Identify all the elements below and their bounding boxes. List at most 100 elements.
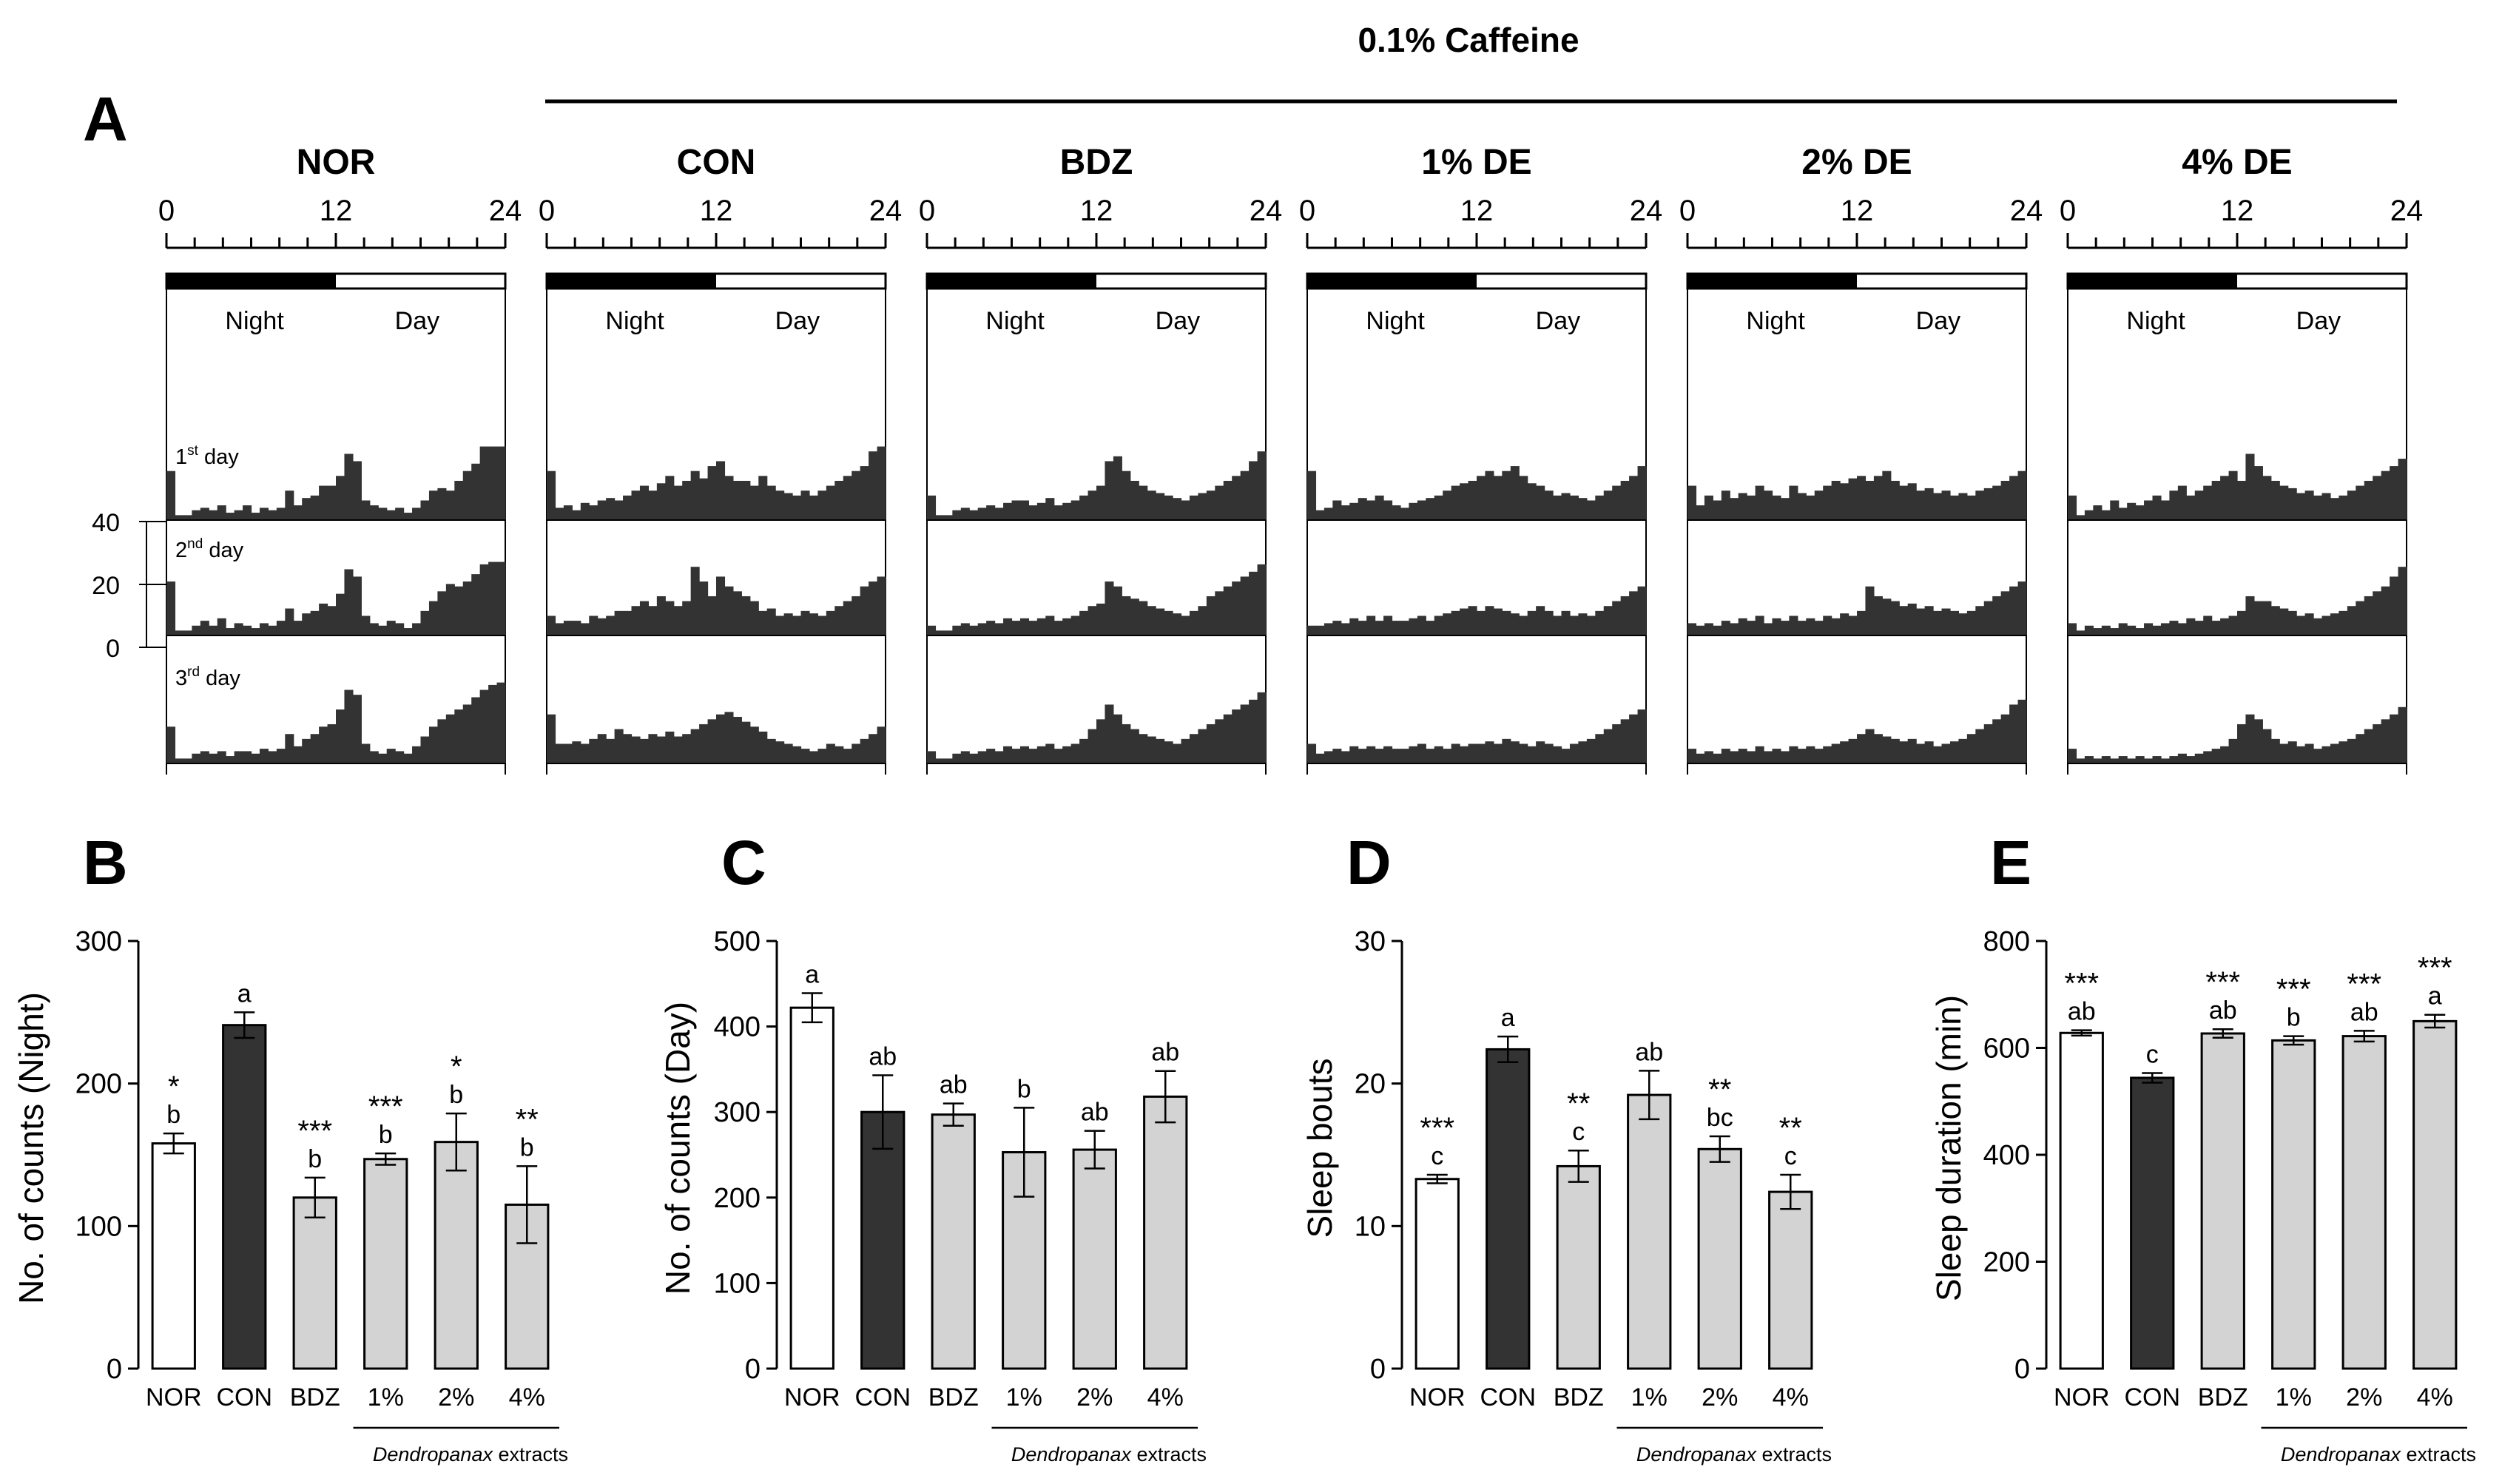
activity-bar — [623, 495, 633, 520]
activity-bar — [2304, 613, 2314, 635]
activity-bar — [1899, 485, 1909, 520]
night-label: Night — [1366, 307, 1425, 335]
activity-bar — [1105, 581, 1114, 635]
activity-bar — [1620, 719, 1630, 763]
activity-bar — [2245, 453, 2255, 520]
activity-bar — [2220, 746, 2230, 763]
activity-bar — [1392, 749, 1401, 763]
activity-bar — [960, 751, 970, 763]
activity-bar — [496, 682, 506, 763]
activity-bar — [1595, 610, 1605, 635]
activity-bar — [1916, 490, 1926, 520]
activity-bar — [1307, 471, 1317, 520]
activity-bar — [268, 510, 277, 520]
activity-bar — [243, 625, 252, 635]
activity-bar — [1223, 480, 1233, 520]
activity-bar — [1823, 746, 1832, 763]
activity-bar — [877, 446, 886, 520]
activity-bar — [395, 751, 405, 763]
activity-bar — [1764, 623, 1773, 635]
y-tick-label: 300 — [714, 1097, 761, 1128]
activity-bar — [1941, 608, 1951, 635]
activity-bar — [1451, 610, 1460, 635]
time-tick-label: 12 — [2221, 195, 2254, 227]
activity-bar — [1553, 495, 1562, 520]
activity-bar — [2110, 500, 2120, 520]
activity-bar — [834, 746, 844, 763]
activity-bar — [2076, 630, 2085, 635]
activity-bar — [2160, 758, 2170, 763]
activity-bar — [1637, 586, 1647, 635]
activity-bar — [209, 510, 218, 520]
activity-bar — [2009, 704, 2019, 763]
y-tick-label: 200 — [75, 1069, 122, 1100]
activity-bar — [412, 623, 422, 635]
activity-bar — [1122, 724, 1131, 763]
activity-bar — [1797, 493, 1807, 520]
activity-bar — [1933, 493, 1943, 520]
activity-bar — [2237, 610, 2247, 635]
activity-bar — [1755, 615, 1764, 635]
activity-bar — [445, 714, 455, 763]
sig-letter: ab — [940, 1071, 968, 1099]
activity-bar — [716, 576, 726, 635]
activity-bar — [412, 746, 422, 763]
activity-bar — [1966, 495, 1976, 520]
activity-bar — [2076, 515, 2085, 520]
activity-bar — [293, 621, 303, 635]
activity-bar — [673, 485, 683, 520]
bar-nor — [151, 1142, 196, 1370]
activity-bar — [1181, 738, 1190, 763]
activity-bar — [547, 615, 556, 635]
bar-4pct — [1768, 1190, 1813, 1370]
activity-bar — [310, 610, 320, 635]
activity-bar — [2084, 510, 2094, 520]
activity-bar — [783, 493, 793, 520]
activity-bar — [952, 753, 962, 763]
activity-bar — [2364, 596, 2373, 635]
activity-bar — [1485, 471, 1494, 520]
activity-bar — [2313, 495, 2323, 520]
activity-bar — [445, 584, 455, 635]
actogram-bdz: BDZ 0 12 24 Night Day — [919, 143, 1282, 775]
activity-bar — [1493, 608, 1503, 635]
bar-2pct — [2341, 1035, 2387, 1370]
y-axis-label: No. of counts (Night) — [12, 992, 50, 1304]
y-tick-label: 20 — [1355, 1069, 1386, 1100]
sig-letter: b — [1017, 1075, 1031, 1103]
activity-bar — [192, 753, 201, 763]
bar-nor — [789, 1006, 834, 1370]
activity-bar — [1417, 500, 1426, 520]
activity-bar — [2321, 746, 2331, 763]
activity-bar — [1468, 743, 1477, 763]
activity-bar — [1958, 613, 1968, 635]
activity-bar — [572, 741, 581, 763]
activity-bar — [1789, 485, 1798, 520]
activity-bar — [200, 621, 209, 635]
activity-bar — [2211, 621, 2221, 635]
activity-bar — [631, 736, 641, 763]
activity-bar — [1958, 738, 1968, 763]
activity-bar — [994, 751, 1004, 763]
activity-bar — [2186, 495, 2196, 520]
sig-letter: a — [237, 979, 252, 1008]
activity-bar — [1028, 749, 1038, 763]
sig-letter: a — [1501, 1004, 1515, 1032]
activity-bar — [1780, 621, 1790, 635]
activity-bar — [1764, 490, 1773, 520]
activity-bar — [775, 741, 785, 763]
activity-bar — [310, 495, 320, 520]
activity-bar — [1485, 741, 1494, 763]
time-tick-label: 12 — [1460, 195, 1494, 227]
activity-bar — [2169, 490, 2179, 520]
time-tick-label: 0 — [1679, 195, 1696, 227]
activity-bar — [1857, 476, 1867, 520]
activity-bar — [1130, 729, 1139, 763]
day-label: Day — [775, 307, 820, 335]
activity-bar — [369, 505, 379, 520]
activity-bar — [2152, 495, 2162, 520]
bar-bdz — [292, 1196, 337, 1370]
day-row-label: 3rd day — [175, 664, 240, 690]
